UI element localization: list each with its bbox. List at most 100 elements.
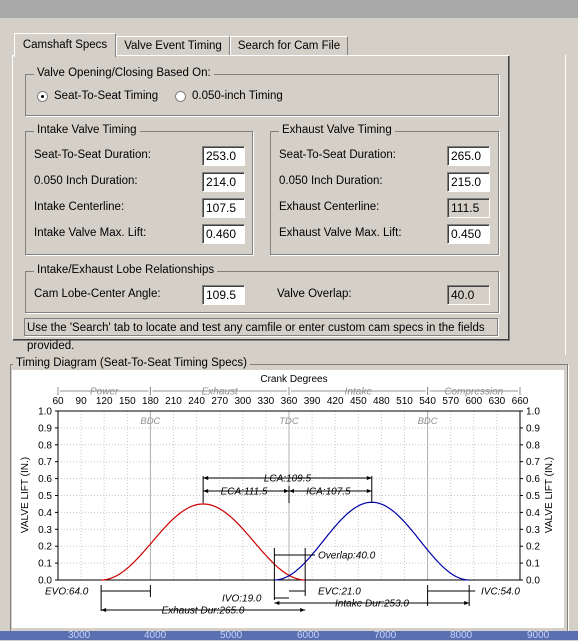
x-tick-label: 270 — [211, 396, 228, 407]
intake-050-duration-label: 0.050 Inch Duration: — [34, 175, 138, 187]
rpm-tick-label: 9000 — [527, 630, 550, 641]
x-tick-label: 510 — [396, 396, 413, 407]
y-tick-label-right: 0.6 — [526, 474, 540, 485]
x-tick-label: 300 — [234, 396, 251, 407]
tab-valve-event-timing[interactable]: Valve Event Timing — [116, 36, 230, 56]
tab-camshaft-specs[interactable]: Camshaft Specs — [14, 33, 116, 57]
intake-max-lift-label: Intake Valve Max. Lift: — [34, 227, 147, 239]
y-tick-label-left: 0.8 — [38, 440, 52, 451]
x-tick-label: 120 — [96, 396, 113, 407]
eca-span-arrow — [203, 489, 209, 493]
x-tick-label: 630 — [489, 396, 506, 407]
stroke-label: Exhaust — [202, 387, 239, 398]
x-tick-label: 390 — [304, 396, 321, 407]
x-tick-label: 600 — [465, 396, 482, 407]
intake-seat-duration-input[interactable]: 253.0 — [202, 146, 245, 166]
stroke-label: Power — [90, 387, 119, 398]
x-tick-label: 210 — [165, 396, 182, 407]
exhaust-centerline-label: Exhaust Centerline: — [279, 201, 380, 213]
eca-span-label: ECA:111.5 — [221, 487, 268, 498]
valve-overlap-label: Valve Overlap: — [277, 288, 352, 300]
exhaust-duration-span-arrow — [300, 608, 306, 612]
exhaust-duration-span-arrow — [101, 608, 107, 612]
timing-diagram-group: Timing Diagram (Seat-To-Seat Timing Spec… — [10, 357, 568, 632]
evc-label: EVC:21.0 — [318, 587, 361, 598]
overlap-label: Overlap:40.0 — [318, 551, 376, 562]
intake-seat-duration-label: Seat-To-Seat Duration: — [34, 149, 151, 161]
intake-valve-group: Intake Valve Timing — [25, 124, 253, 255]
y-axis-title-right: VALVE LIFT (IN.) — [544, 457, 555, 533]
tab-search-cam-file[interactable]: Search for Cam File — [230, 36, 348, 56]
marker-label: BDC — [140, 416, 160, 427]
exhaust-050-duration-label: 0.050 Inch Duration: — [279, 175, 383, 187]
y-tick-label-left: 0.7 — [38, 457, 52, 468]
y-tick-label-left: 0.9 — [38, 423, 52, 434]
rpm-tick-label: 8000 — [450, 630, 473, 641]
timing-basis-group: Valve Opening/Closing Based On: — [25, 67, 499, 116]
y-tick-label-right: 0.9 — [526, 423, 540, 434]
y-tick-label-left: 0.3 — [38, 525, 52, 536]
rpm-tick-label: 3000 — [68, 630, 91, 641]
intake-centerline-label: Intake Centerline: — [34, 201, 125, 213]
lca-span-arrow — [366, 476, 372, 480]
lobe-center-angle-input[interactable]: 109.5 — [202, 285, 245, 305]
y-axis-title-left: VALVE LIFT (IN.) — [20, 457, 31, 533]
x-tick-label: 180 — [142, 396, 159, 407]
lca-span-arrow — [203, 476, 209, 480]
x-tick-label: 540 — [419, 396, 436, 407]
y-tick-label-right: 0.7 — [526, 457, 540, 468]
intake-centerline-input[interactable]: 107.5 — [202, 198, 245, 218]
050-inch-radio[interactable] — [175, 91, 186, 102]
intake-duration-span-arrow — [464, 601, 470, 605]
y-tick-label-left: 1.0 — [38, 407, 52, 418]
lobe-relationships-title: Intake/Exhaust Lobe Relationships — [34, 264, 218, 276]
intake-050-duration-input[interactable]: 214.0 — [202, 172, 245, 192]
exhaust-max-lift-input[interactable]: 0.450 — [447, 224, 490, 244]
x-tick-label: 90 — [76, 396, 88, 407]
y-tick-label-right: 1.0 — [526, 407, 540, 418]
x-tick-label: 660 — [512, 396, 529, 407]
exhaust-duration-span-label: Exhaust Dur:265.0 — [162, 606, 245, 617]
y-tick-label-right: 0.4 — [526, 508, 540, 519]
y-tick-label-right: 0.5 — [526, 491, 540, 502]
x-tick-label: 330 — [258, 396, 275, 407]
x-tick-label: 420 — [327, 396, 344, 407]
x-tick-label: 480 — [373, 396, 390, 407]
camshaft-specs-panel — [12, 55, 510, 341]
exhaust-centerline-readout: 111.5 — [447, 198, 490, 218]
rpm-tick-label: 4000 — [144, 630, 167, 641]
y-tick-label-left: 0.0 — [38, 576, 52, 587]
intake-duration-span-arrow — [274, 601, 280, 605]
x-tick-label: 450 — [350, 396, 367, 407]
intake-max-lift-input[interactable]: 0.460 — [202, 224, 245, 244]
tab-label: Search for Cam File — [237, 40, 341, 52]
valve-overlap-readout: 40.0 — [447, 285, 490, 305]
050-inch-label: 0.050-inch Timing — [192, 90, 283, 102]
y-tick-label-right: 0.2 — [526, 542, 540, 553]
x-axis-title: Crank Degrees — [260, 374, 327, 385]
stroke-label: Intake — [345, 387, 373, 398]
intake-duration-span-label: Intake Dur:253.0 — [335, 599, 409, 610]
exhaust-valve-title: Exhaust Valve Timing — [279, 124, 395, 136]
y-tick-label-left: 0.4 — [38, 508, 52, 519]
exhaust-050-duration-input[interactable]: 215.0 — [447, 172, 490, 192]
lobe-relationships-group: Intake/Exhaust Lobe Relationships — [25, 264, 499, 313]
ica-span-arrow — [289, 489, 294, 493]
stroke-label: Compression — [444, 387, 503, 398]
seat-to-seat-label: Seat-To-Seat Timing — [54, 90, 159, 102]
y-tick-label-left: 0.6 — [38, 474, 52, 485]
window-top-strip — [0, 0, 578, 18]
exhaust-seat-duration-input[interactable]: 265.0 — [447, 146, 490, 166]
y-tick-label-right: 0.1 — [526, 559, 540, 570]
y-tick-label-right: 0.0 — [526, 576, 540, 587]
ivc-label: IVC:54.0 — [481, 587, 520, 598]
ica-span-arrow — [366, 489, 372, 493]
timing-basis-title: Valve Opening/Closing Based On: — [34, 67, 214, 79]
seat-to-seat-radio[interactable] — [37, 91, 48, 102]
rpm-tick-label: 5000 — [220, 630, 243, 641]
y-tick-label-right: 0.8 — [526, 440, 540, 451]
x-tick-label: 240 — [188, 396, 205, 407]
exhaust-max-lift-label: Exhaust Valve Max. Lift: — [279, 227, 402, 239]
search-tip-text: Use the 'Search' tab to locate and test … — [24, 318, 498, 352]
